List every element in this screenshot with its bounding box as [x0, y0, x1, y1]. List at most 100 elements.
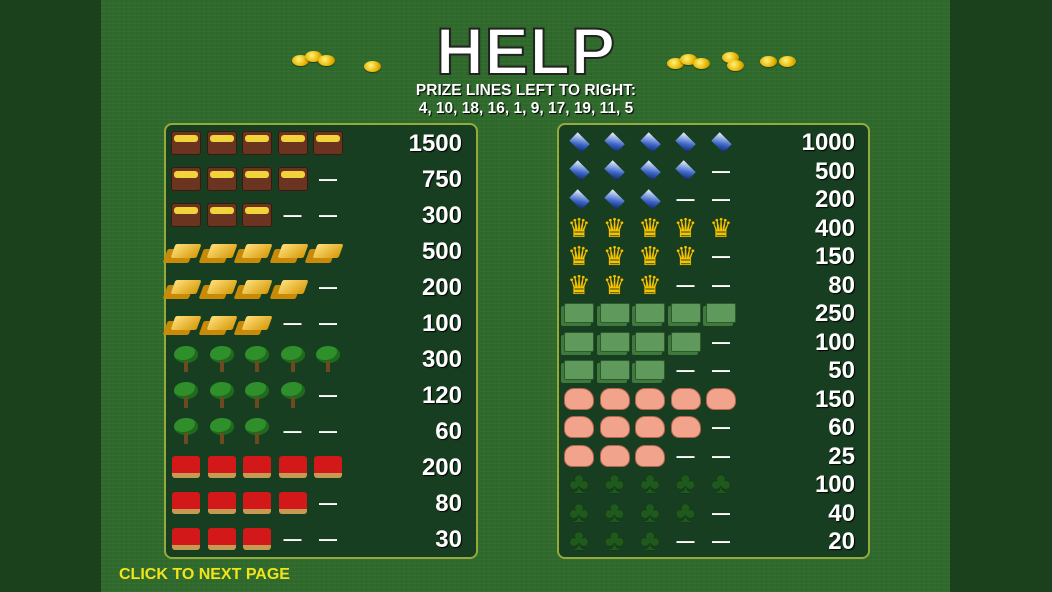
gold-bars-icon: [205, 237, 238, 265]
cash-register-icon: [171, 525, 201, 553]
four-leaf-clover-icon: ♣: [604, 524, 625, 557]
paytable-row: ♛ ♛ ♛ ♛ ♛ 400: [559, 214, 868, 244]
diamond-icon: [600, 185, 630, 213]
money-tree-icon: [171, 345, 201, 373]
piggy-bank-icon: [564, 442, 594, 470]
payout-value: 750: [421, 166, 462, 193]
diamond-icon: [671, 128, 701, 156]
dash-placeholder: —: [712, 274, 730, 295]
payout-value: 120: [421, 382, 462, 409]
paytable-row: 1500: [166, 129, 476, 159]
piggy-bank-icon: [670, 413, 701, 441]
dash-placeholder: —: [319, 205, 337, 225]
four-leaf-clover-icon: ♣: [675, 495, 696, 529]
paytable-row: — 100: [559, 328, 868, 358]
money-tree-icon: [313, 345, 343, 373]
money-tree-icon: [207, 381, 237, 409]
cash-stack-icon: [706, 299, 736, 327]
dash-placeholder: —: [676, 360, 695, 380]
payout-value: 400: [814, 214, 855, 242]
cash-stack-icon: [670, 299, 701, 327]
cash-stack-icon: [635, 356, 665, 384]
gold-bars-icon: [276, 237, 309, 265]
money-tree-icon: [207, 345, 237, 373]
paytable-row: — — 100: [166, 309, 476, 339]
dash-placeholder: —: [712, 445, 730, 466]
crown-icon: ♛: [638, 269, 662, 300]
treasure-chest-icon: [313, 129, 343, 157]
paytable-row: 500: [166, 237, 476, 267]
treasure-chest-icon: [206, 165, 237, 193]
dash-placeholder: —: [712, 331, 730, 352]
payout-value: 150: [814, 385, 855, 413]
diamond-icon: [706, 128, 736, 156]
dash-placeholder: —: [319, 529, 337, 549]
cash-register-icon: [278, 453, 308, 481]
dash-placeholder: —: [319, 277, 337, 297]
four-leaf-clover-icon: ♣: [569, 467, 589, 500]
diamond-icon: [600, 128, 630, 156]
four-leaf-clover-icon: ♣: [711, 467, 731, 500]
cash-stack-icon: [564, 356, 594, 384]
cash-register-icon: [242, 453, 272, 481]
gold-bars-icon: [276, 273, 309, 301]
four-leaf-clover-icon: ♣: [675, 467, 696, 500]
treasure-chest-icon: [277, 129, 308, 157]
payout-value: 250: [814, 300, 855, 327]
money-tree-icon: [242, 381, 272, 409]
four-leaf-clover-icon: ♣: [640, 495, 660, 529]
cash-register-icon: [207, 453, 237, 481]
cash-register-icon: [242, 489, 272, 517]
paytable-row: — — 200: [559, 185, 868, 215]
dash-placeholder: —: [712, 531, 730, 551]
crown-icon: ♛: [673, 212, 698, 243]
treasure-chest-icon: [171, 165, 201, 193]
payout-value: 50: [828, 357, 855, 384]
cash-register-icon: [207, 489, 237, 517]
gold-coins-icon: [667, 54, 710, 69]
next-page-button[interactable]: CLICK TO NEXT PAGE: [119, 566, 290, 583]
payout-value: 40: [828, 499, 855, 527]
dash-placeholder: —: [283, 205, 302, 225]
cash-register-icon: [171, 489, 201, 517]
cash-stack-icon: [599, 356, 630, 384]
gold-bars-icon: [312, 237, 344, 265]
dash-placeholder: —: [319, 385, 337, 405]
dash-placeholder: —: [712, 502, 730, 523]
dash-placeholder: —: [712, 417, 730, 437]
four-leaf-clover-icon: ♣: [569, 524, 589, 557]
cash-stack-icon: [599, 299, 630, 327]
dash-placeholder: —: [319, 313, 337, 333]
diamond-icon: [564, 157, 594, 185]
diamond-icon: [635, 128, 665, 156]
paytable-row: ♣ ♣ ♣ ♣ ♣ 100: [559, 467, 868, 500]
paytable-row: — 500: [559, 157, 868, 187]
gold-bars-icon: [205, 273, 238, 301]
paytable-row: 150: [559, 385, 868, 415]
payout-value: 500: [421, 238, 462, 265]
payout-value: 60: [828, 414, 855, 441]
treasure-chest-icon: [171, 129, 201, 157]
cash-register-icon: [171, 453, 201, 481]
crown-icon: ♛: [638, 241, 662, 271]
payout-value: 20: [828, 528, 855, 555]
diamond-icon: [600, 157, 630, 185]
payout-value: 100: [814, 471, 855, 498]
paytable-row: 1000: [559, 128, 868, 158]
piggy-bank-icon: [635, 413, 665, 441]
dash-placeholder: —: [676, 531, 695, 551]
paytable-row: — 80: [166, 489, 476, 519]
piggy-bank-icon: [670, 385, 701, 413]
gold-bars-icon: [205, 309, 238, 337]
dash-placeholder: —: [712, 246, 730, 266]
diamond-icon: [564, 128, 594, 156]
four-leaf-clover-icon: ♣: [640, 467, 660, 500]
paytable-row: — 200: [166, 273, 476, 303]
payout-value: 25: [828, 442, 855, 470]
gold-bars-icon: [241, 273, 273, 301]
gold-coins-icon: [760, 56, 796, 67]
payout-value: 200: [421, 274, 462, 301]
payout-value: 80: [828, 271, 855, 299]
payout-value: 500: [814, 157, 855, 185]
crown-icon: ♛: [638, 212, 662, 243]
